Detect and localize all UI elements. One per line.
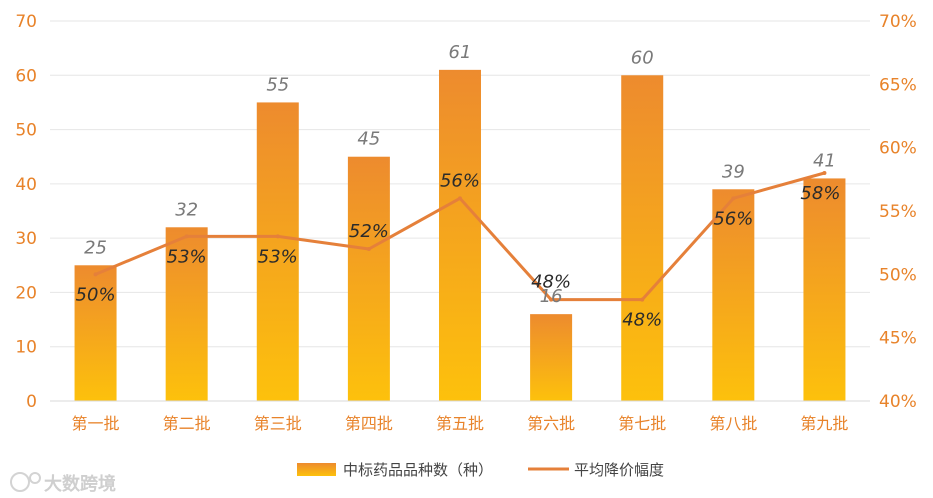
x-tick-label: 第一批: [72, 414, 120, 433]
line-point: [549, 297, 554, 302]
line-point: [93, 272, 98, 277]
watermark-logo-dot-icon: [29, 472, 41, 484]
x-tick-label: 第七批: [618, 414, 666, 433]
line-point: [458, 196, 462, 201]
line-point: [731, 196, 736, 201]
bar: [530, 314, 573, 401]
x-tick-label: 第二批: [163, 414, 211, 433]
x-tick-label: 第八批: [709, 414, 757, 433]
line-value-label: 56%: [440, 170, 480, 191]
x-tick-label: 第五批: [436, 414, 484, 433]
y2-tick-label: 45%: [879, 329, 917, 349]
line-point: [822, 171, 827, 175]
x-tick-label: 第九批: [800, 414, 848, 433]
line-value-label: 58%: [800, 183, 840, 204]
bar-value-label: 45: [357, 129, 380, 150]
watermark-logo-icon: [10, 472, 30, 492]
line-value-label: 56%: [713, 208, 753, 229]
bar: [803, 178, 846, 401]
line-value-label: 50%: [76, 284, 116, 305]
bar-value-label: 61: [449, 42, 472, 63]
bar-value-label: 16: [540, 286, 563, 307]
y-tick-label: 20: [15, 283, 37, 303]
data-labels: 25 32 55 45 61 16 60 39 41 50% 53% 53% 52% 56% 48% 48% 5…: [76, 42, 841, 331]
bars: [74, 69, 846, 402]
y2-tick-label: 40%: [879, 392, 917, 412]
line-value-label: 53%: [258, 246, 298, 267]
bar: [439, 69, 481, 401]
bar-value-label: 32: [175, 199, 198, 220]
bar-value-label: 39: [722, 161, 745, 182]
watermark-text: 大数跨境: [44, 473, 116, 495]
line-point: [275, 234, 280, 239]
y2-tick-label: 50%: [879, 265, 917, 285]
y-tick-label: 0: [26, 392, 37, 412]
bar: [712, 189, 755, 401]
line-point: [184, 234, 189, 239]
y2-tick-label: 65%: [879, 75, 917, 95]
bar-value-label: 55: [266, 74, 289, 95]
bar: [347, 156, 390, 401]
y2-tick-label: 60%: [879, 139, 917, 159]
watermark: 大数跨境: [10, 472, 116, 495]
legend-line-label: 平均降价幅度: [574, 461, 664, 479]
bar: [74, 265, 117, 401]
legend-bar-label: 中标药品品种数（种）: [343, 461, 493, 479]
line-series: [93, 171, 827, 302]
y2-tick-label: 55%: [879, 202, 917, 222]
bar: [621, 75, 664, 402]
line-value-label: 48%: [622, 310, 662, 331]
x-tick-label: 第四批: [345, 414, 393, 433]
line-value-label: 52%: [349, 221, 389, 242]
x-tick-label: 第三批: [254, 414, 302, 433]
y-tick-label: 60: [15, 66, 37, 86]
bar: [165, 227, 208, 401]
axes: 0 10 20 30 40 50 60 70 40% 45% 50% 55% 60% 65% 70% 第一批 第…: [15, 12, 916, 433]
y-tick-label: 40: [15, 175, 37, 195]
bar: [256, 102, 299, 401]
bar-value-label: 41: [813, 150, 836, 171]
legend: 中标药品品种数（种） 平均降价幅度: [297, 461, 664, 479]
line-value-label: 48%: [531, 272, 571, 293]
line-point: [366, 247, 371, 251]
bar-value-label: 25: [84, 237, 107, 258]
y-tick-label: 50: [15, 121, 37, 141]
line-point: [640, 297, 645, 302]
y-tick-label: 70: [15, 12, 37, 32]
x-tick-label: 第六批: [527, 414, 575, 433]
y-tick-label: 10: [15, 338, 37, 358]
legend-bar-swatch: [297, 463, 336, 476]
y-tick-label: 30: [15, 229, 37, 249]
line-value-label: 53%: [167, 246, 207, 267]
bar-value-label: 60: [631, 47, 654, 68]
y2-tick-label: 70%: [879, 12, 917, 32]
